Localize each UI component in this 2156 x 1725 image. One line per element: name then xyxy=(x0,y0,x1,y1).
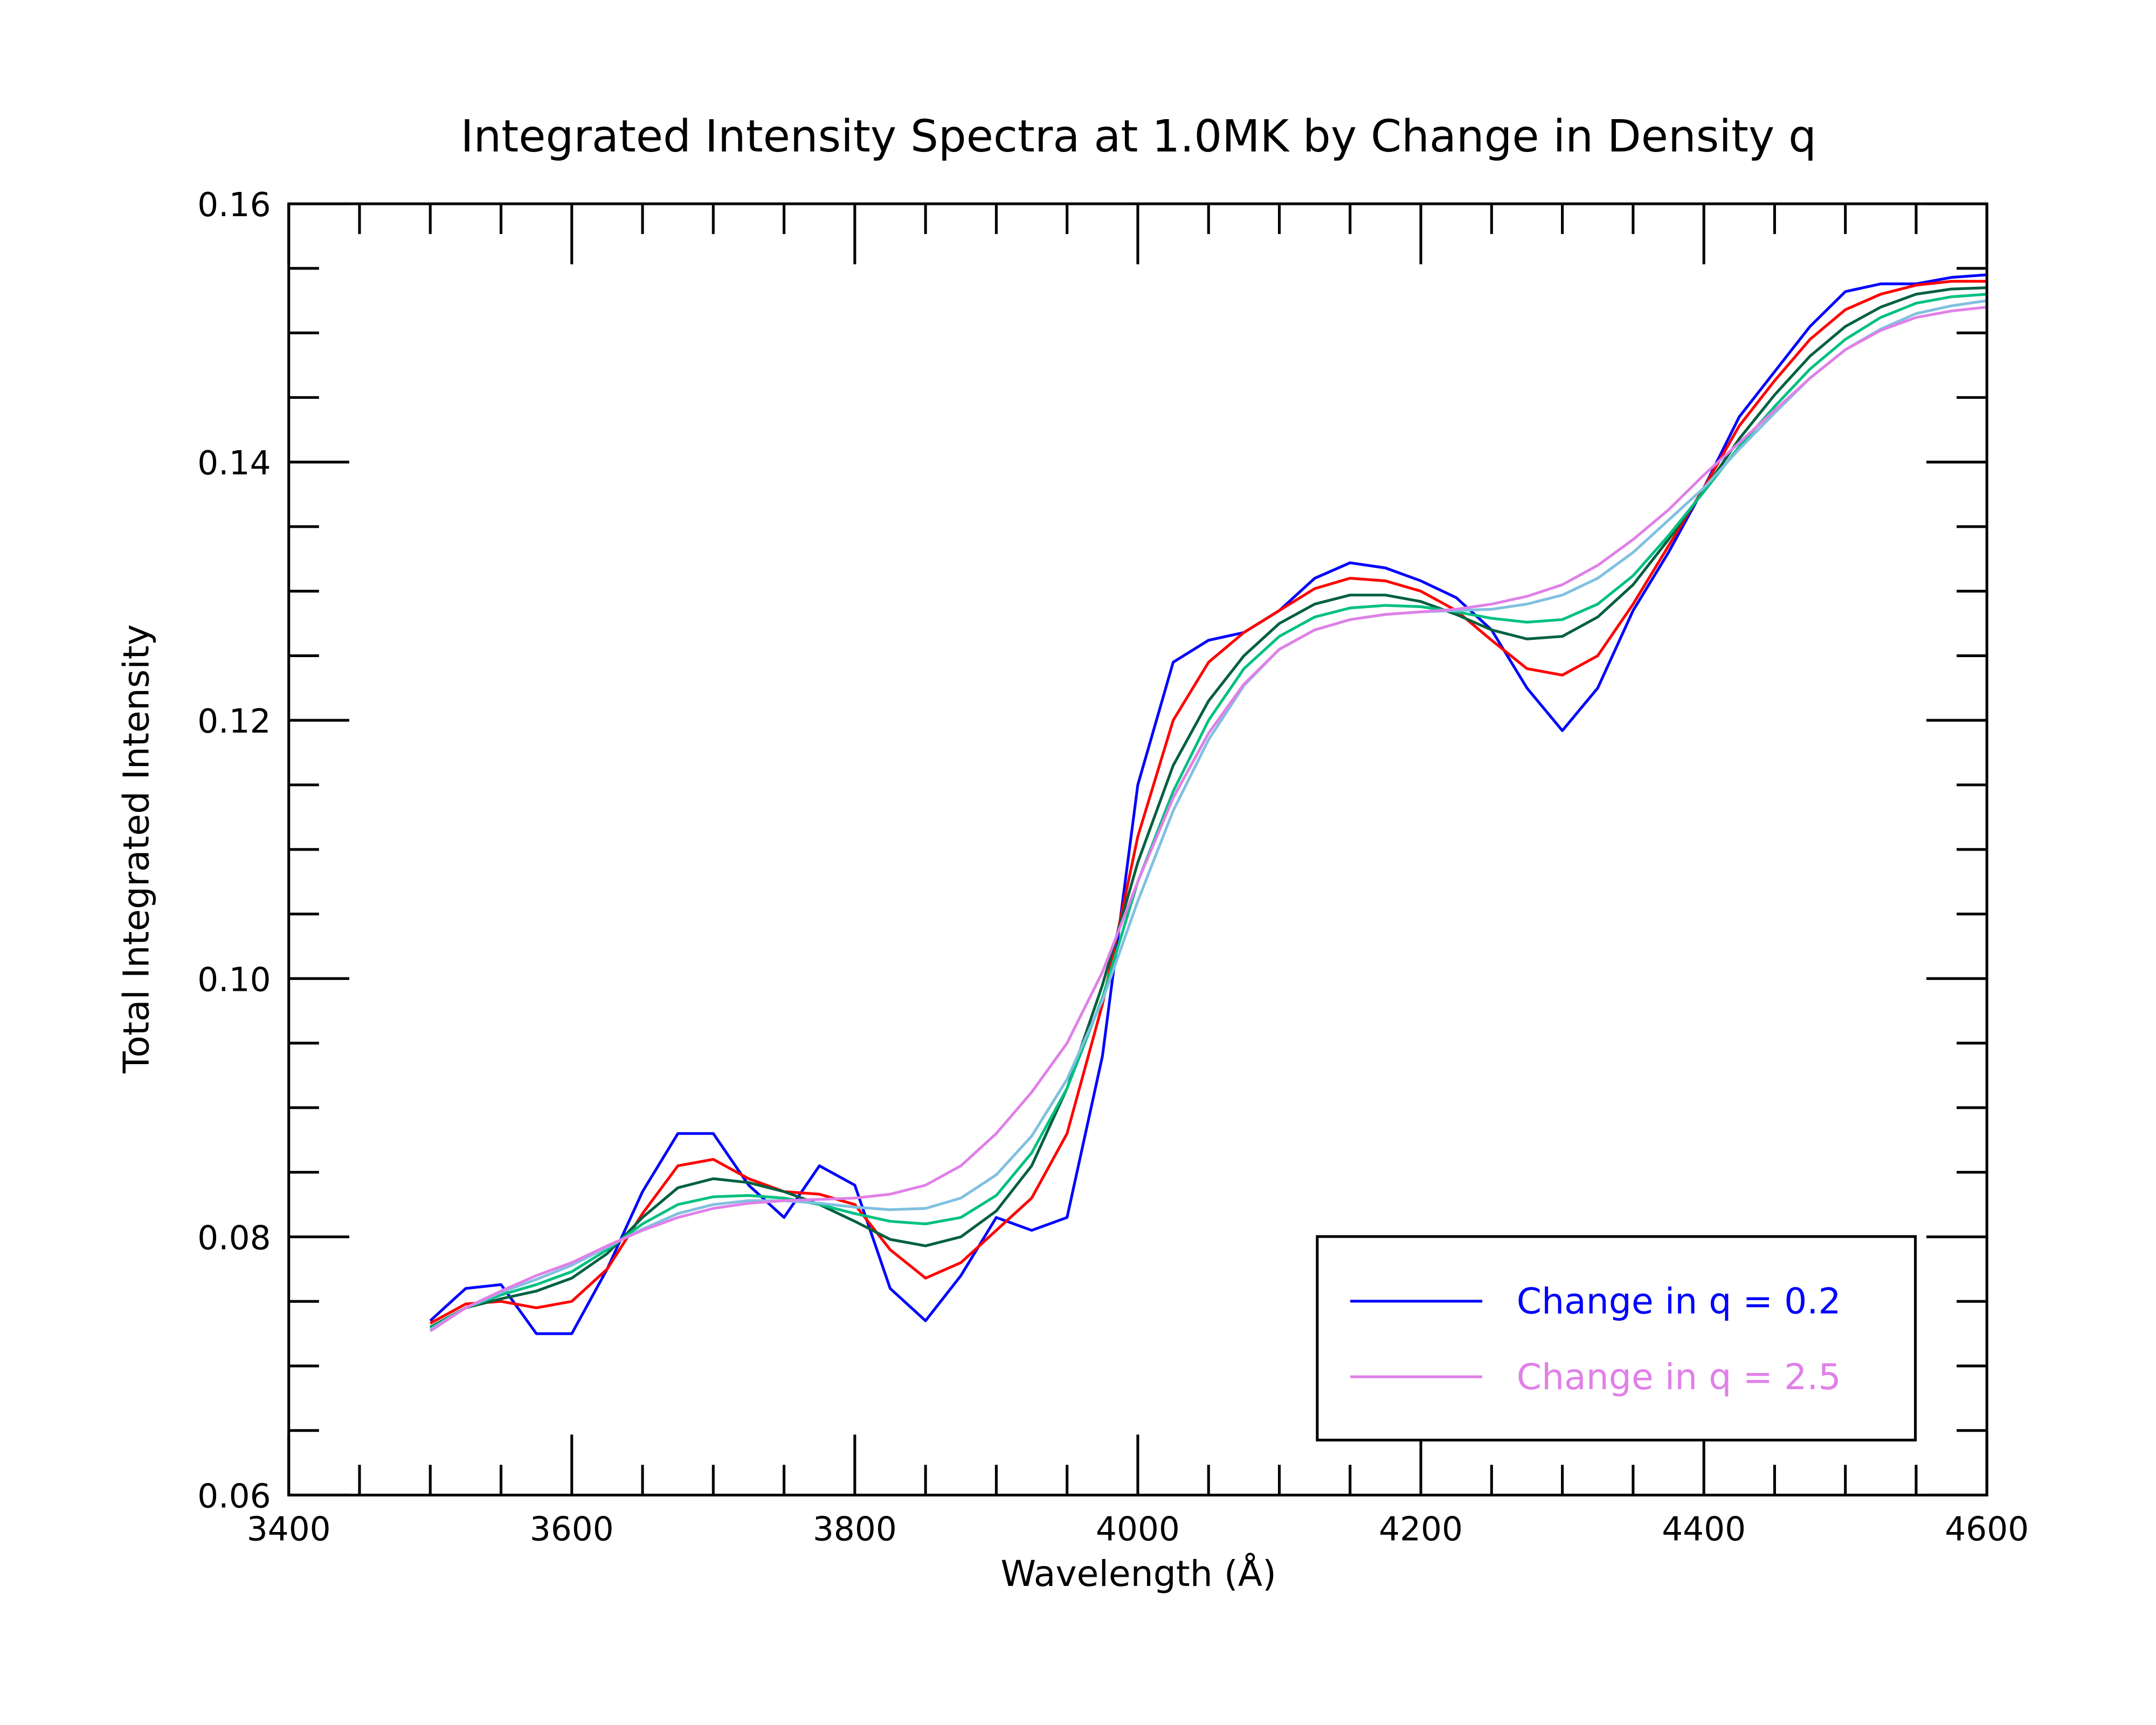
series-line xyxy=(429,273,1987,1335)
x-tick-label: 3800 xyxy=(813,1510,897,1549)
series-line xyxy=(430,280,1987,1325)
x-axis-label: Wavelength (Å) xyxy=(1000,1552,1276,1595)
plot-frame xyxy=(287,202,1988,1497)
y-tick-label: 0.12 xyxy=(197,702,271,741)
y-tick-label: 0.06 xyxy=(197,1477,271,1515)
legend-label: Change in q = 2.5 xyxy=(1517,1356,1841,1398)
y-tick-label: 0.10 xyxy=(197,961,271,999)
chart-title: Integrated Intensity Spectra at 1.0MK by… xyxy=(460,111,1816,162)
legend-box xyxy=(1316,1235,1917,1441)
y-tick-label: 0.16 xyxy=(197,186,271,224)
y-axis-label: Total Integrated Intensity xyxy=(115,624,157,1074)
series-line xyxy=(430,286,1987,1329)
x-tick-label: 3400 xyxy=(247,1510,331,1549)
y-tick-label: 0.14 xyxy=(197,444,271,482)
y-tick-label: 0.08 xyxy=(197,1219,271,1257)
x-tick-label: 4400 xyxy=(1662,1510,1746,1549)
x-tick-label: 4600 xyxy=(1945,1510,2029,1549)
series-line xyxy=(429,299,1987,1331)
x-tick-label: 3600 xyxy=(530,1510,614,1549)
x-tick-label: 4000 xyxy=(1096,1510,1180,1549)
series-line xyxy=(429,306,1987,1333)
x-tick-label: 4200 xyxy=(1379,1510,1463,1549)
legend-label: Change in q = 0.2 xyxy=(1517,1280,1841,1322)
